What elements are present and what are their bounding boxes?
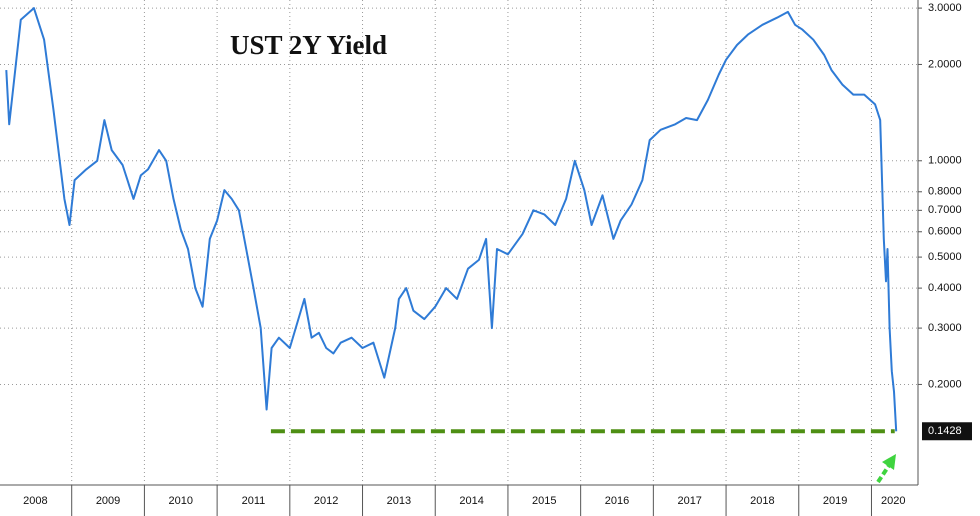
y-tick-label: 2.0000 (928, 58, 962, 70)
y-tick-label: 0.5000 (928, 251, 962, 263)
y-tick-label: 0.7000 (928, 204, 962, 216)
y-tick-label: 0.2000 (928, 378, 962, 390)
x-tick-label: 2009 (96, 495, 120, 507)
x-tick-label: 2010 (169, 495, 193, 507)
x-tick-label: 2016 (605, 495, 629, 507)
x-tick-label: 2018 (750, 495, 774, 507)
x-tick-label: 2020 (881, 495, 905, 507)
x-tick-label: 2013 (387, 495, 411, 507)
y-tick-label: 0.4000 (928, 282, 962, 294)
x-tick-label: 2019 (823, 495, 847, 507)
y-tick-label: 0.8000 (928, 186, 962, 198)
last-value: 0.1428 (922, 422, 972, 441)
arrow (876, 454, 896, 484)
last-value-box (922, 422, 972, 441)
x-tick-label: 2014 (459, 495, 483, 507)
chart-title: UST 2Y Yield (230, 30, 387, 60)
last-value-label: 0.1428 (928, 425, 962, 437)
y-tick-label: 1.0000 (928, 155, 962, 167)
y-tick-label: 0.6000 (928, 226, 962, 238)
y-tick-label: 0.3000 (928, 322, 962, 334)
x-tick-label: 2017 (677, 495, 701, 507)
x-tick-label: 2011 (242, 495, 266, 507)
x-tick-label: 2008 (23, 495, 47, 507)
line (5, 7, 898, 432)
x-tick-label: 2012 (314, 495, 338, 507)
x-tick-label: 2015 (532, 495, 556, 507)
y-tick-label: 3.0000 (928, 2, 962, 14)
